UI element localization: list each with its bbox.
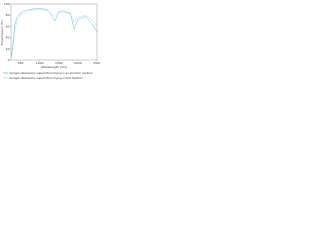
y-tick-label: 100 [4,2,10,6]
page: {"chart_data": {"type": "line", "xlabel"… [0,0,320,84]
y-tick-label: 80 [6,13,10,17]
legend-label: Aerogel obtained by supercritical drying… [10,71,93,75]
plot-frame [10,3,98,61]
x-tick-label: 1000 [36,61,44,65]
y-tick-label: 20 [6,47,10,51]
y-tick-label: 40 [6,36,10,40]
legend-label: Aerogel obtained by supercritical drying… [10,76,83,80]
x-tick-label: 1500 [55,61,63,65]
y-tick-label: 0 [8,58,10,62]
x-axis-label: Wavelength (nm) [41,65,67,69]
y-axis-label: Transmission (%) [0,20,4,47]
chart: Transmission (%) Wavelength (nm) Aerogel… [0,2,100,80]
x-tick-label: 2000 [74,61,82,65]
series-line [10,9,98,60]
legend: Aerogel obtained by supercritical drying… [3,71,93,80]
series-line [10,8,98,59]
x-tick-label: 2500 [93,61,100,65]
y-tick-label: 60 [6,24,10,28]
x-tick-label: 500 [18,61,24,65]
